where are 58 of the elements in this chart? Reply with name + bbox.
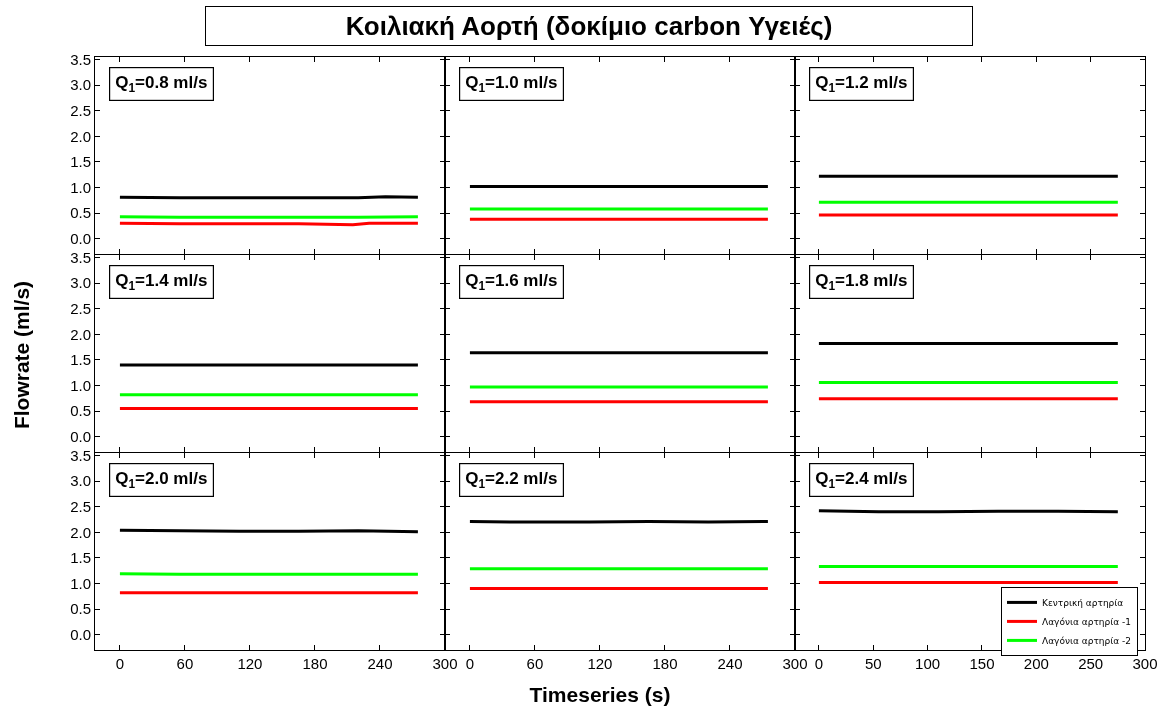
x-tick-label: 60 — [176, 655, 194, 672]
annotation: Q$_{1}$=2.4 ml/s — [815, 469, 908, 491]
annotation: Q$_{1}$=0.8 ml/s — [115, 73, 208, 95]
y-tick-label: 0.5 — [70, 402, 91, 420]
y-tick-label: 1.0 — [70, 376, 91, 394]
x-tick-label: 180 — [652, 655, 678, 672]
x-tick-label: 300 — [1132, 655, 1158, 672]
annotation: Q$_{1}$=1.6 ml/s — [465, 271, 558, 293]
x-tick-label: 0 — [814, 655, 824, 672]
annotation: Q$_{1}$=2.0 ml/s — [115, 469, 208, 491]
x-tick-label: 300 — [782, 655, 808, 672]
x-tick-label: 180 — [302, 655, 328, 672]
y-tick-label: 0.5 — [70, 204, 91, 222]
y-tick-label: 1.5 — [70, 351, 91, 369]
y-tick-label: 1.0 — [70, 574, 91, 592]
y-axis-title: Flowrate (ml/s) — [10, 280, 34, 430]
annotation: Q$_{1}$=1.4 ml/s — [115, 271, 208, 293]
y-tick-label: 2.0 — [70, 127, 91, 145]
x-tick-label: 200 — [1023, 655, 1049, 672]
y-tick-label: 0.5 — [70, 600, 91, 618]
y-tick-label: 2.5 — [70, 299, 91, 317]
y-tick-label: 3.5 — [70, 446, 91, 464]
y-tick-label: 0.0 — [70, 625, 91, 643]
x-tick-label: 100 — [915, 655, 941, 672]
x-tick-label: 120 — [237, 655, 263, 672]
annotation: Q$_{1}$=1.0 ml/s — [465, 73, 558, 95]
y-tick-label: 0.0 — [70, 229, 91, 247]
y-tick-label: 0.0 — [70, 427, 91, 445]
x-tick-label: 0 — [115, 655, 125, 672]
x-tick-label: 0 — [465, 655, 475, 672]
text: Κοιλιακή Αορτή (δοκίμιο carbon Υγειές) — [205, 6, 973, 46]
legend-label: Λαγόνια αρτηρία -2 — [1042, 635, 1132, 646]
y-tick-label: 3.5 — [70, 248, 91, 266]
y-tick-label: 2.5 — [70, 497, 91, 515]
x-axis-title: Timeseries (s) — [529, 683, 671, 707]
x-tick-label: 50 — [864, 655, 882, 672]
y-tick-label: 3.5 — [70, 50, 91, 68]
annotation: Q$_{1}$=2.2 ml/s — [465, 469, 558, 491]
y-tick-label: 2.0 — [70, 523, 91, 541]
annotation: Q$_{1}$=1.8 ml/s — [815, 271, 908, 293]
y-tick-label: 1.0 — [70, 178, 91, 196]
x-tick-label: 150 — [969, 655, 995, 672]
legend-label: Κεντρική αρτηρία — [1042, 597, 1124, 608]
y-tick-label: 3.0 — [70, 472, 91, 490]
y-tick-label: 3.0 — [70, 76, 91, 94]
x-tick-label: 120 — [587, 655, 613, 672]
x-tick-label: 300 — [432, 655, 458, 672]
x-tick-label: 60 — [526, 655, 544, 672]
x-tick-label: 240 — [717, 655, 743, 672]
y-tick-label: 1.5 — [70, 549, 91, 567]
y-tick-label: 2.0 — [70, 325, 91, 343]
x-tick-label: 250 — [1078, 655, 1104, 672]
y-tick-label: 3.0 — [70, 274, 91, 292]
y-tick-label: 2.5 — [70, 101, 91, 119]
y-tick-label: 1.5 — [70, 153, 91, 171]
legend-label: Λαγόνια αρτηρία -1 — [1042, 616, 1132, 627]
annotation: Q$_{1}$=1.2 ml/s — [815, 73, 908, 95]
x-tick-label: 240 — [367, 655, 393, 672]
